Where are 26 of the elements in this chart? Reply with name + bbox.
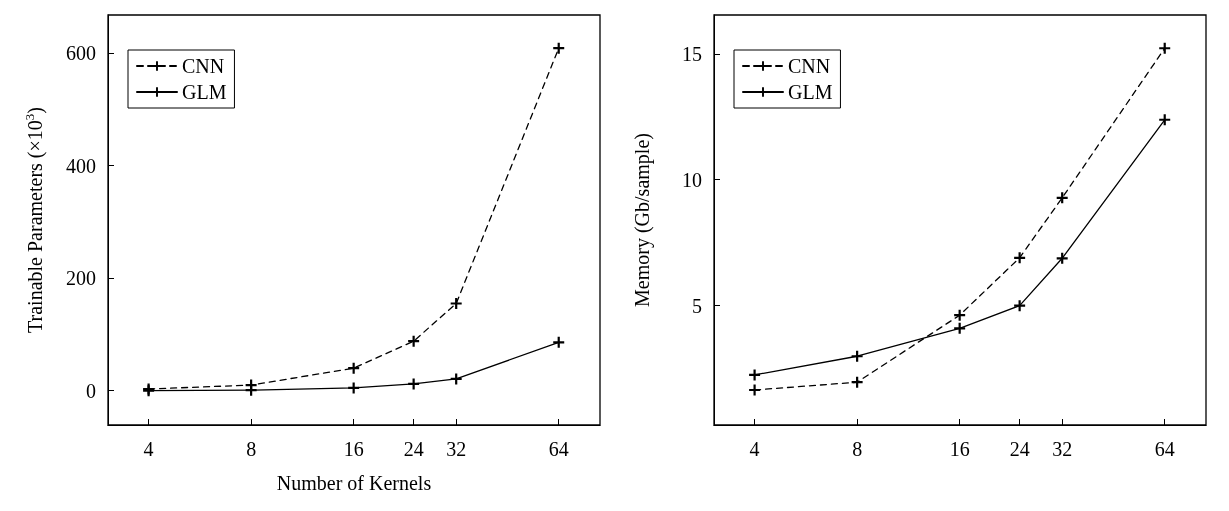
y-tick-label: 10 — [682, 168, 702, 191]
x-tick-label: 8 — [852, 438, 863, 460]
legend-label: CNN — [788, 55, 831, 77]
y-tick-label: 400 — [66, 154, 96, 177]
x-tick-label: 16 — [343, 438, 364, 460]
x-tick-label: 24 — [403, 438, 424, 460]
x-tick-label: 24 — [1009, 438, 1030, 460]
legend-label: CNN — [182, 55, 225, 77]
x-axis-title: Number of Kernels — [276, 472, 432, 494]
legend-label: GLM — [788, 81, 833, 103]
y-tick-label: 15 — [682, 42, 702, 65]
x-tick-label: 32 — [446, 438, 467, 460]
x-tick-label: 4 — [749, 438, 760, 460]
x-tick-label: 32 — [1052, 438, 1073, 460]
x-tick-label: 4 — [143, 438, 154, 460]
x-tick-label: 8 — [246, 438, 257, 460]
y-axis-title: Trainable Parameters (×103) — [22, 107, 47, 333]
y-axis-title: Memory (Gb/sample) — [631, 133, 654, 307]
x-tick-label: 64 — [548, 438, 569, 460]
y-tick-label: 200 — [66, 267, 96, 290]
y-tick-label: 0 — [86, 379, 96, 402]
y-tick-label: 600 — [66, 42, 96, 65]
x-tick-label: 64 — [1154, 438, 1175, 460]
y-tick-label: 5 — [692, 294, 702, 317]
legend-label: GLM — [182, 81, 227, 103]
x-tick-label: 16 — [949, 438, 970, 460]
